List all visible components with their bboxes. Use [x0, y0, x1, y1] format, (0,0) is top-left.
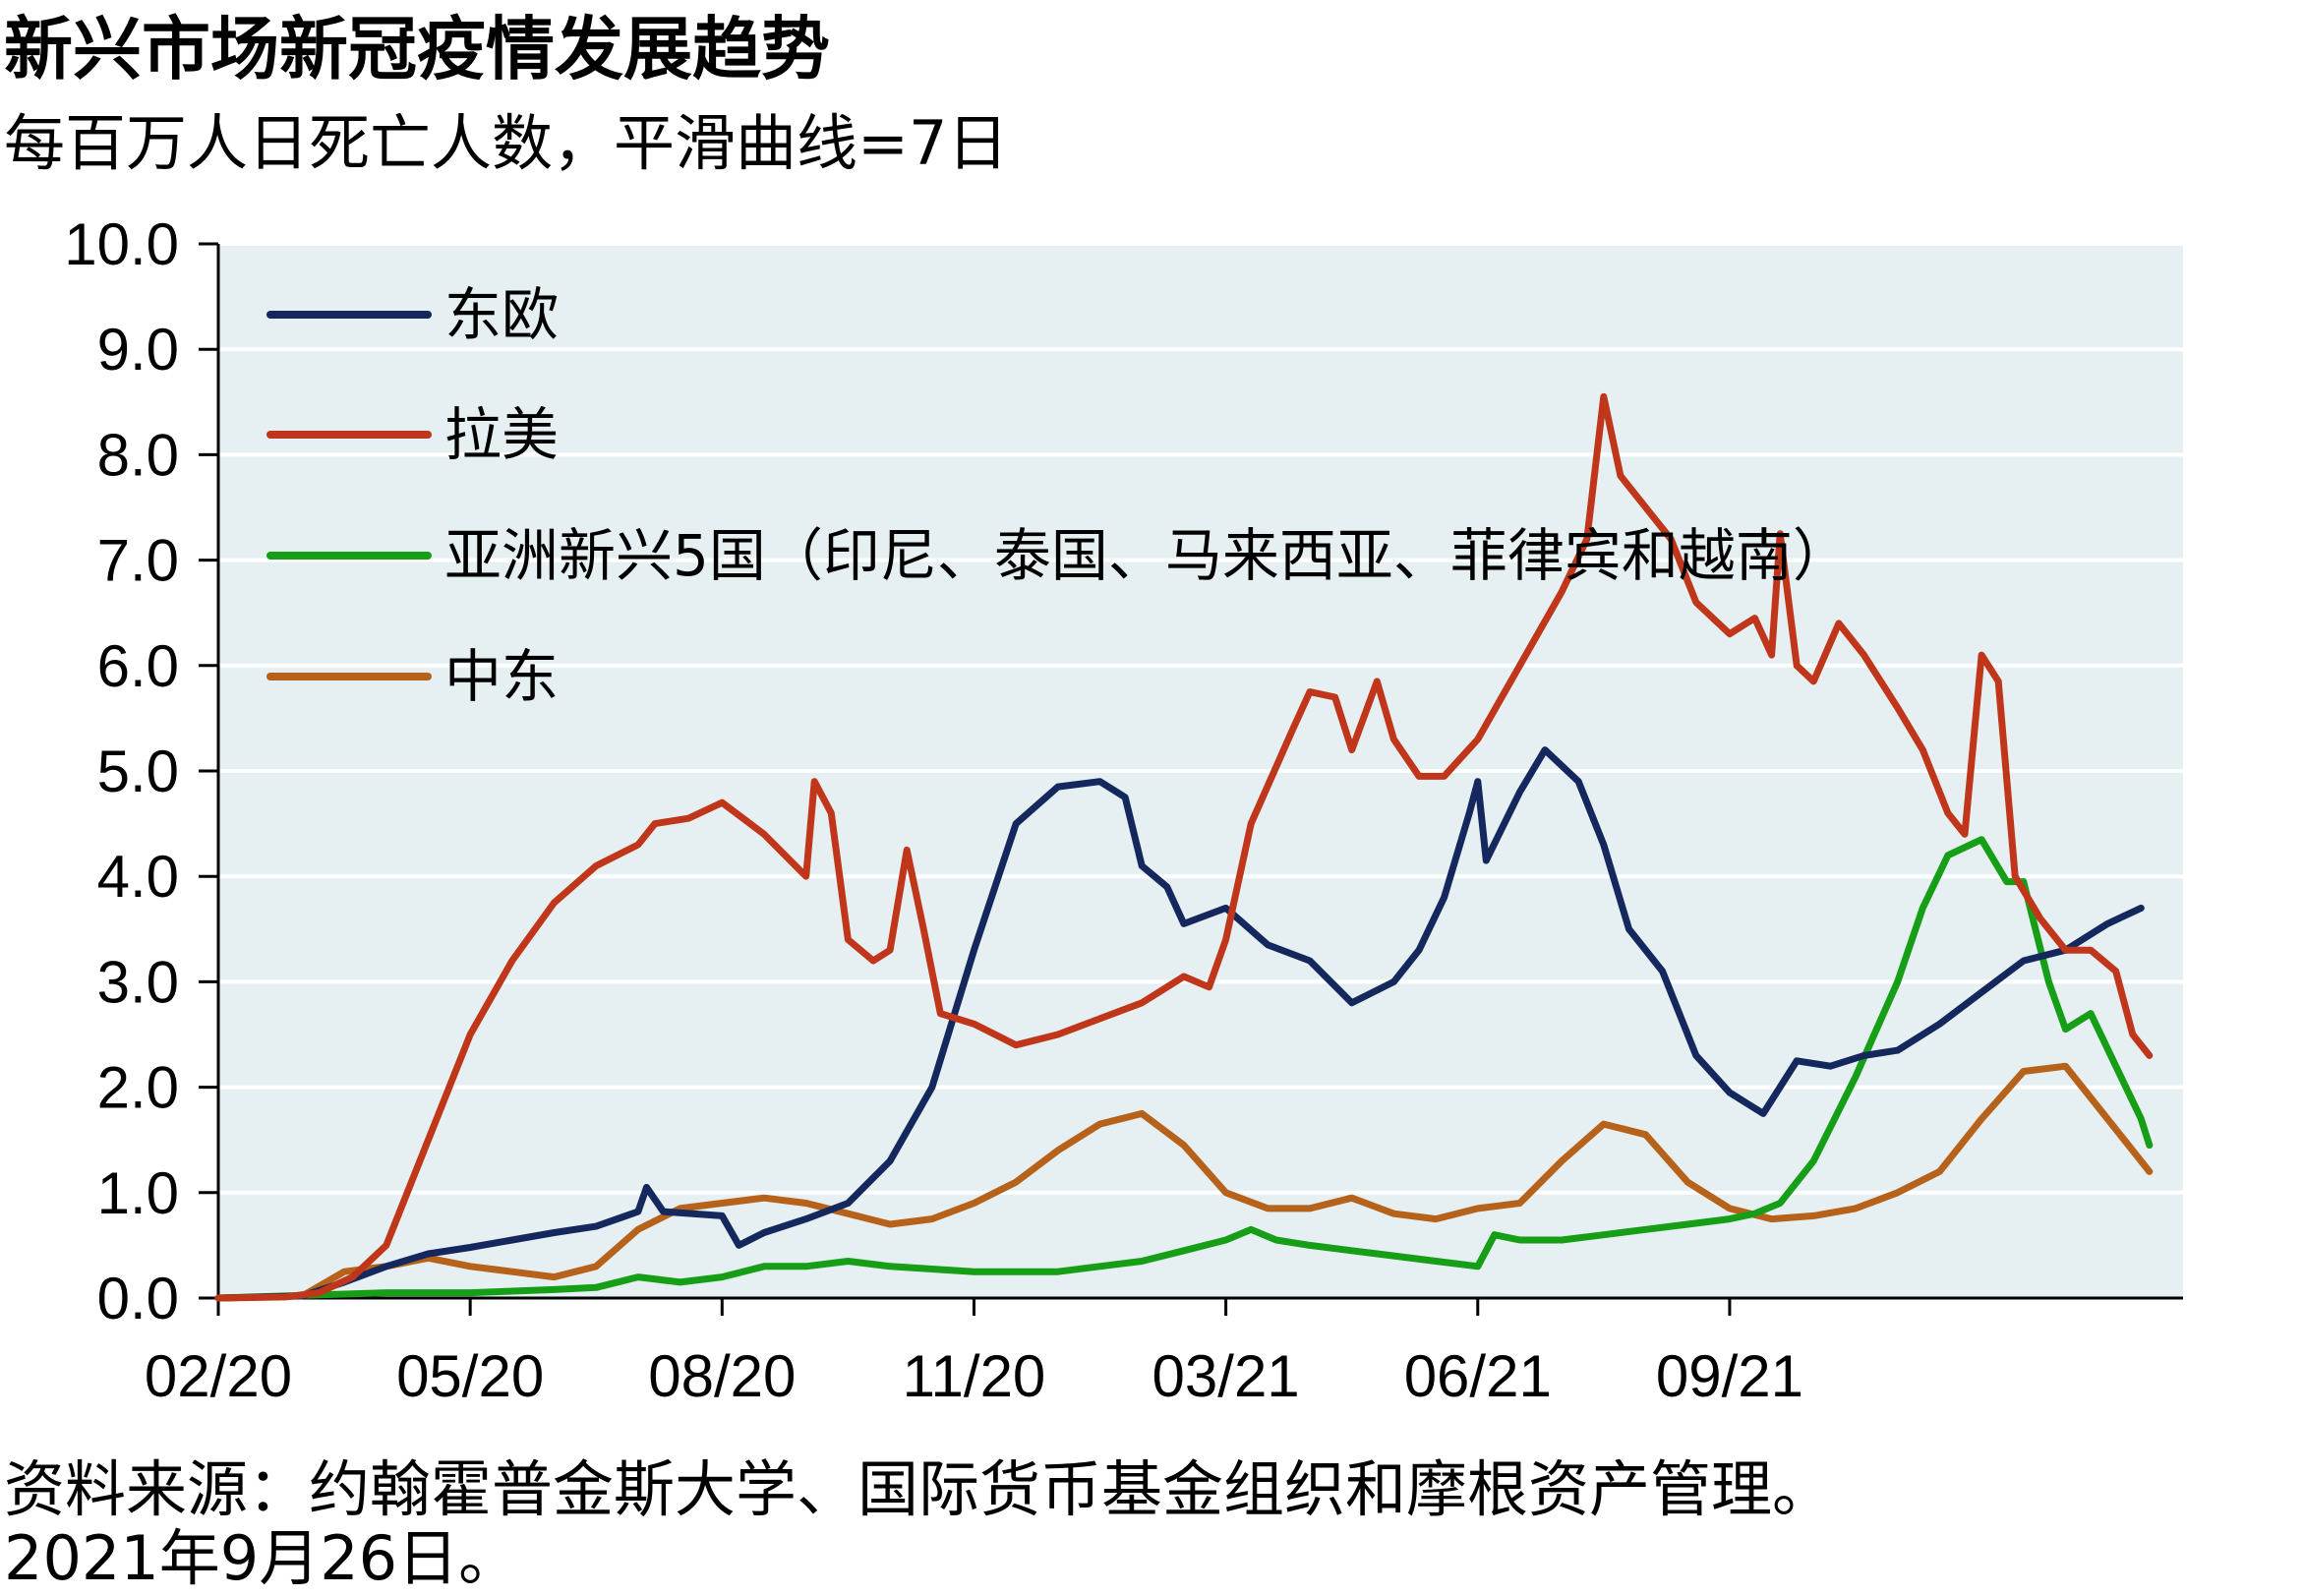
series-line-0 — [214, 746, 2145, 1302]
y-tick-label: 4.0 — [97, 844, 179, 910]
y-axis-labels: 0.0 1.0 2.0 3.0 4.0 5.0 6.0 7.0 8.0 9.0 10.0 — [64, 211, 179, 1331]
x-tick-label: 05/20 — [396, 1343, 544, 1409]
legend-label: 中东 — [444, 643, 559, 710]
grid-lines — [218, 242, 2183, 1195]
series-lines — [214, 392, 2154, 1302]
axes — [199, 242, 2183, 1316]
y-tick-label: 1.0 — [97, 1160, 179, 1226]
y-tick-label: 7.0 — [97, 528, 179, 594]
y-tick-label: 9.0 — [97, 317, 179, 383]
y-tick-label: 6.0 — [97, 633, 179, 699]
x-tick-label: 06/21 — [1404, 1343, 1552, 1409]
y-tick-label: 5.0 — [97, 739, 179, 804]
y-tick-label: 10.0 — [64, 211, 179, 277]
x-axis-labels: 02/20 05/20 08/20 11/20 03/21 06/21 09/21 — [145, 1343, 1803, 1409]
y-tick-label: 2.0 — [97, 1055, 179, 1121]
chart-subtitle: 每百万人日死亡人数，平滑曲线=7日 — [4, 107, 1009, 179]
x-tick-label: 02/20 — [145, 1343, 292, 1409]
series-line-1 — [214, 392, 2154, 1302]
x-tick-label: 03/21 — [1152, 1343, 1300, 1409]
x-tick-label: 09/21 — [1656, 1343, 1803, 1409]
chart-title: 新兴市场新冠疫情发展趋势 — [4, 9, 830, 89]
x-tick-label: 11/20 — [903, 1343, 1046, 1409]
series-line-3 — [214, 1062, 2154, 1302]
legend-label: 拉美 — [444, 401, 559, 468]
legend-label: 亚洲新兴5国（印尼、泰国、马来西亚、菲律宾和越南） — [444, 522, 1850, 589]
source-note-line2: 2021年9月26日。 — [4, 1522, 520, 1594]
x-tick-label: 08/20 — [648, 1343, 796, 1409]
legend-label: 东欧 — [444, 281, 559, 348]
y-tick-label: 8.0 — [97, 422, 179, 488]
y-tick-label: 3.0 — [97, 949, 179, 1015]
series-line-2 — [214, 836, 2154, 1302]
line-chart: 0.0 1.0 2.0 3.0 4.0 5.0 6.0 7.0 8.0 9.0 10.0 02/20… — [64, 211, 2183, 1409]
y-tick-label: 0.0 — [97, 1266, 179, 1331]
source-note-line1: 资料来源：约翰霍普金斯大学、国际货币基金组织和摩根资产管理。 — [4, 1453, 1834, 1525]
